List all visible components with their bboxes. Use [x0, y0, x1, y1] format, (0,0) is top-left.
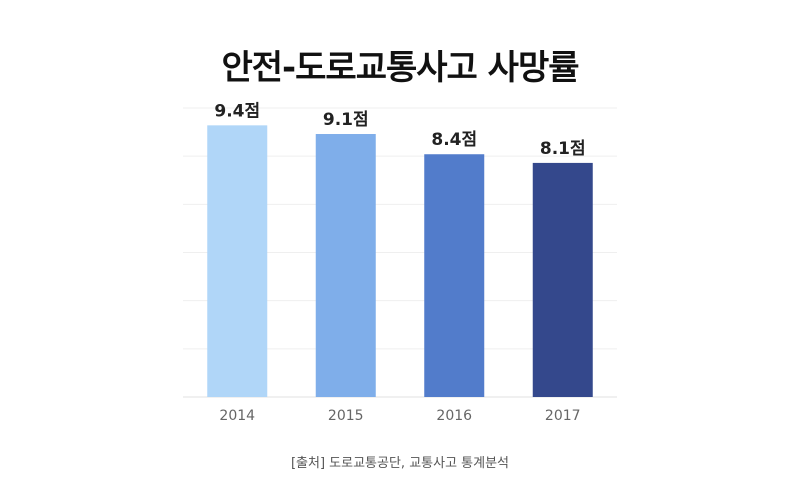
value-label-2014: 9.4점: [214, 101, 260, 121]
x-tick-2016: 2016: [436, 408, 472, 424]
value-label-2015: 9.1점: [323, 110, 369, 130]
source-note: [출처] 도로교통공단, 교통사고 통계분석: [290, 456, 510, 471]
bars: [207, 125, 593, 397]
x-tick-2017: 2017: [545, 408, 581, 424]
bar-2016: [424, 154, 485, 397]
bar-2014: [207, 125, 268, 397]
x-tick-labels: 2014 2015 2016 2017: [219, 408, 580, 424]
bar-2017: [532, 162, 593, 397]
bar-2015: [315, 134, 376, 397]
value-label-2017: 8.1점: [540, 139, 586, 159]
chart-title: 안전-도로교통사고 사망률: [221, 48, 579, 88]
value-label-2016: 8.4점: [431, 130, 477, 150]
x-tick-2014: 2014: [219, 408, 255, 424]
value-labels: 9.4점 9.1점 8.4점 8.1점: [214, 101, 585, 159]
x-tick-2015: 2015: [328, 408, 364, 424]
